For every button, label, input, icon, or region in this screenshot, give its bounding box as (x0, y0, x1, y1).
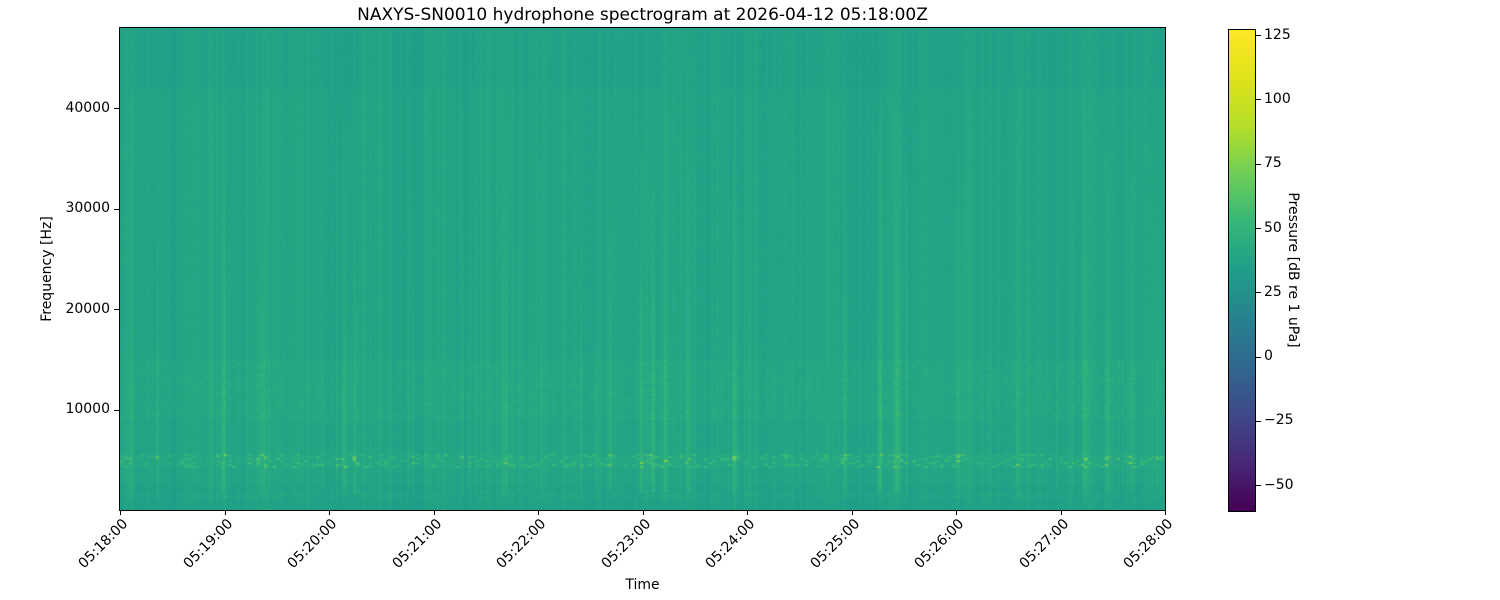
x-tick-mark (1061, 510, 1062, 515)
colorbar-tick-mark (1256, 164, 1261, 165)
x-tick-mark (747, 510, 748, 515)
colorbar-tick-label: 100 (1264, 90, 1291, 107)
y-tick-label: 10000 (65, 401, 110, 418)
colorbar-tick-label: 25 (1264, 283, 1282, 300)
colorbar-tick-label: −50 (1264, 476, 1294, 493)
colorbar-tick-label: 50 (1264, 219, 1282, 236)
colorbar-tick-label: 0 (1264, 348, 1273, 365)
colorbar-label: Pressure [dB re 1 uPa] (1285, 192, 1301, 348)
x-axis-label: Time (625, 577, 660, 593)
colorbar-tick-label: 125 (1264, 26, 1291, 43)
chart-title: NAXYS-SN0010 hydrophone spectrogram at 2… (357, 5, 928, 25)
x-tick-mark (329, 510, 330, 515)
y-tick-label: 40000 (65, 99, 110, 116)
x-tick-mark (434, 510, 435, 515)
colorbar-tick-mark (1256, 35, 1261, 36)
x-tick-mark (225, 510, 226, 515)
y-tick-label: 30000 (65, 200, 110, 217)
colorbar-tick-mark (1256, 485, 1261, 486)
colorbar-canvas (1229, 30, 1255, 511)
x-tick-label: 05:18:00 (75, 516, 132, 572)
y-tick-mark (114, 410, 119, 411)
colorbar-tick-mark (1256, 421, 1261, 422)
spectrogram-canvas (120, 28, 1165, 510)
x-tick-mark (120, 510, 121, 515)
x-tick-mark (643, 510, 644, 515)
x-tick-mark (852, 510, 853, 515)
x-tick-mark (1165, 510, 1166, 515)
y-tick-mark (114, 309, 119, 310)
colorbar-tick-mark (1256, 99, 1261, 100)
y-tick-label: 20000 (65, 300, 110, 317)
x-tick-mark (538, 510, 539, 515)
y-tick-mark (114, 209, 119, 210)
y-tick-mark (114, 108, 119, 109)
colorbar-tick-mark (1256, 292, 1261, 293)
colorbar-tick-label: 75 (1264, 155, 1282, 172)
colorbar (1228, 29, 1256, 512)
plot-area (119, 27, 1166, 511)
x-tick-mark (956, 510, 957, 515)
colorbar-tick-mark (1256, 228, 1261, 229)
colorbar-tick-label: −25 (1264, 412, 1294, 429)
colorbar-tick-mark (1256, 357, 1261, 358)
